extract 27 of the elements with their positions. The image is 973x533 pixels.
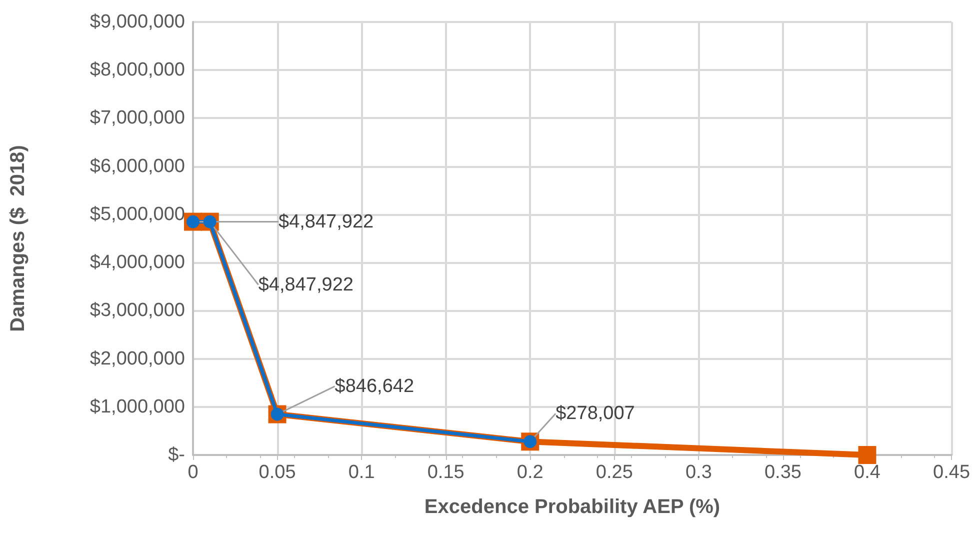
x-tick-label: 0.4 bbox=[854, 462, 881, 483]
x-tick-label: 0.15 bbox=[427, 462, 464, 483]
x-axis-title: Excedence Probability AEP (%) bbox=[424, 496, 720, 518]
data-label: $4,847,922 bbox=[258, 274, 354, 296]
y-tick-label: $- bbox=[168, 444, 185, 466]
x-tick-label: 0.45 bbox=[933, 462, 970, 483]
point bbox=[858, 446, 876, 464]
y-tick-label: $8,000,000 bbox=[90, 60, 185, 81]
data-label: $4,847,922 bbox=[278, 211, 374, 232]
x-tick-label: 0.35 bbox=[764, 462, 802, 483]
data-label: $278,007 bbox=[556, 403, 635, 424]
y-tick-label: $3,000,000 bbox=[90, 300, 185, 322]
y-tick-label: $1,000,000 bbox=[90, 396, 185, 418]
x-tick-label: 0 bbox=[188, 462, 198, 483]
y-tick-label: $6,000,000 bbox=[90, 156, 185, 177]
y-tick-label: $9,000,000 bbox=[90, 12, 185, 32]
y-tick-label: $7,000,000 bbox=[90, 108, 185, 129]
y-axis-title: Damanges ($ 2018) bbox=[7, 145, 29, 332]
x-tick-label: 0.05 bbox=[258, 462, 296, 483]
y-tick-label: $4,000,000 bbox=[90, 252, 185, 274]
y-tick-label: $2,000,000 bbox=[90, 348, 185, 370]
x-tick-label: 0.2 bbox=[516, 462, 544, 483]
data-label: $846,642 bbox=[334, 376, 414, 397]
x-tick-label: 0.1 bbox=[348, 462, 375, 483]
y-tick-label: $5,000,000 bbox=[90, 204, 185, 225]
x-tick-label: 0.3 bbox=[685, 462, 712, 483]
x-tick-label: 0.25 bbox=[596, 462, 633, 483]
